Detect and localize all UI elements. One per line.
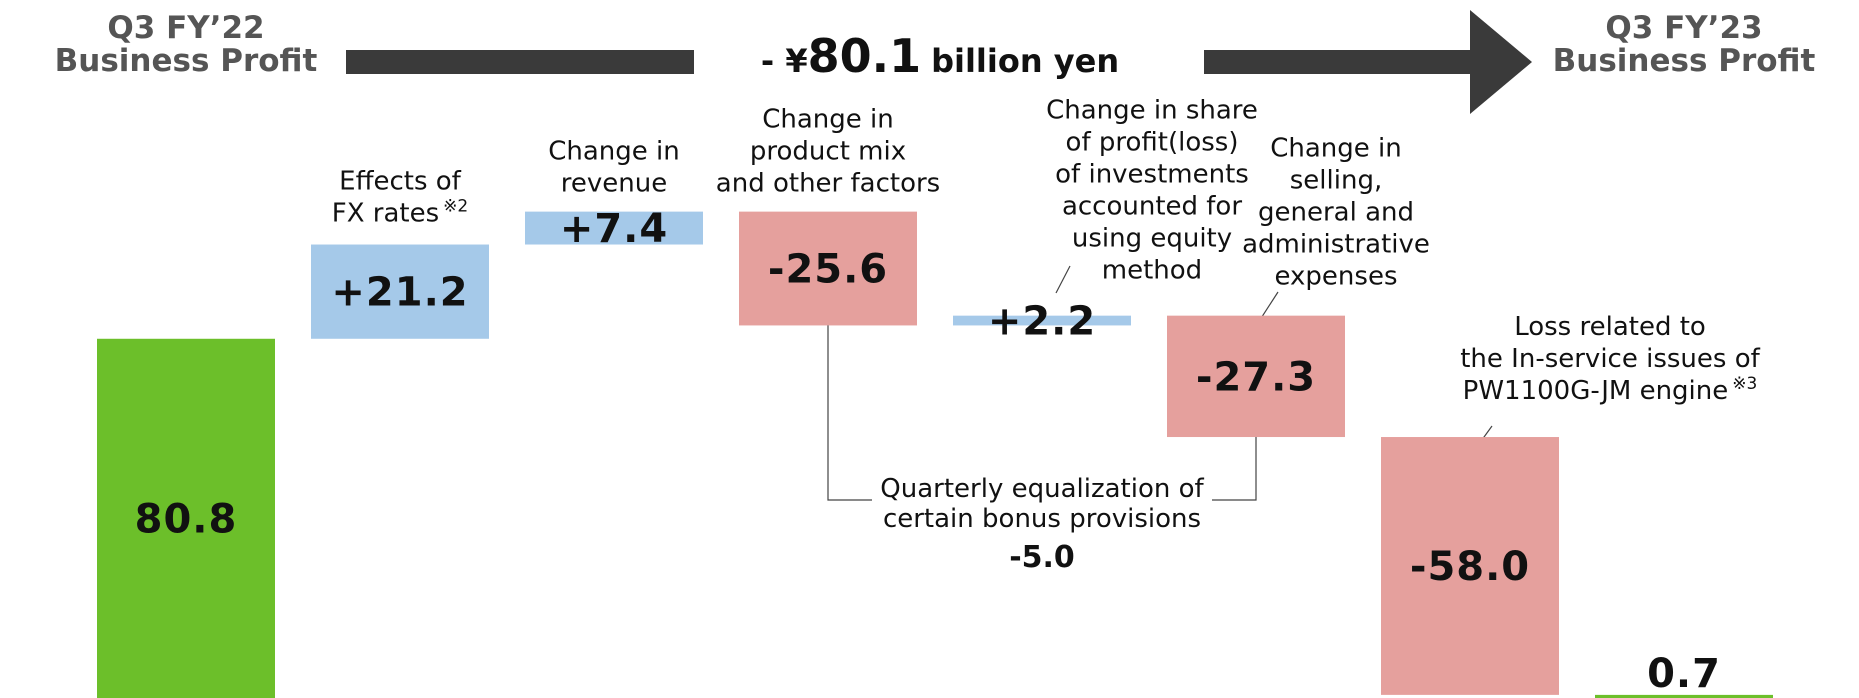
category-line: FX rates bbox=[332, 199, 439, 229]
category-label: method bbox=[1102, 256, 1202, 286]
category-label: accounted for bbox=[1062, 192, 1242, 222]
category-label: of investments bbox=[1055, 160, 1249, 190]
bar bbox=[525, 211, 703, 245]
category-line: Change in share bbox=[1046, 96, 1258, 126]
category-line: product mix bbox=[750, 137, 906, 167]
category-label: revenue bbox=[561, 169, 667, 199]
category-line: method bbox=[1102, 256, 1202, 286]
category-header: Business Profit bbox=[1553, 43, 1816, 79]
category-label: administrative bbox=[1242, 230, 1430, 260]
summary-amount: 80.1 bbox=[808, 29, 922, 83]
category-label: using equity bbox=[1072, 224, 1232, 254]
annotation-bracket bbox=[1212, 437, 1257, 501]
category-line: PW1100G-JM engine bbox=[1463, 376, 1729, 406]
bar bbox=[953, 315, 1131, 326]
value-label: 0.7 bbox=[1647, 651, 1721, 697]
category-label: expenses bbox=[1275, 262, 1398, 292]
category-line: Change in bbox=[548, 137, 680, 167]
footnote-mark: ※2 bbox=[443, 197, 468, 217]
category-header: Q3 FY’23 bbox=[1605, 10, 1762, 46]
category-label: PW1100G-JM engine ※3 bbox=[1463, 374, 1758, 406]
category-label: and other factors bbox=[716, 169, 940, 199]
value-label: +7.4 bbox=[560, 206, 668, 252]
category-label: Change in share bbox=[1046, 96, 1258, 126]
category-label: Effects of bbox=[339, 167, 462, 197]
bar bbox=[739, 211, 917, 326]
category-line: Effects of bbox=[339, 167, 462, 197]
category-line: of investments bbox=[1055, 160, 1249, 190]
bar bbox=[1381, 437, 1559, 695]
category-line: Change in bbox=[1270, 134, 1402, 164]
category-line: selling, bbox=[1290, 166, 1382, 196]
value-label: -58.0 bbox=[1410, 544, 1530, 590]
summary-unit: billion yen bbox=[931, 42, 1119, 80]
category-line: accounted for bbox=[1062, 192, 1242, 222]
category-line: administrative bbox=[1242, 230, 1430, 260]
annotation-bracket bbox=[827, 325, 872, 501]
category-label: general and bbox=[1258, 198, 1414, 228]
category-label: the In-service issues of bbox=[1460, 344, 1760, 374]
category-line: revenue bbox=[561, 169, 667, 199]
category-line: using equity bbox=[1072, 224, 1232, 254]
category-header: Business Profit bbox=[55, 43, 318, 79]
leader-line bbox=[1055, 265, 1071, 294]
annotation-value: -5.0 bbox=[1009, 540, 1075, 575]
bar bbox=[97, 338, 275, 698]
category-label: selling, bbox=[1290, 166, 1382, 196]
annotation-text: Quarterly equalization of bbox=[880, 474, 1204, 504]
annotation-text: certain bonus provisions bbox=[883, 504, 1201, 534]
value-label: +2.2 bbox=[988, 299, 1096, 345]
category-line: of profit(loss) bbox=[1066, 128, 1239, 158]
value-label: +21.2 bbox=[331, 270, 468, 316]
category-label: product mix bbox=[750, 137, 906, 167]
footnote-mark: ※3 bbox=[1732, 374, 1757, 394]
category-line: Loss related to bbox=[1514, 312, 1706, 342]
category-label: Change in bbox=[762, 105, 894, 135]
category-line: the In-service issues of bbox=[1460, 344, 1760, 374]
bar bbox=[311, 244, 489, 339]
bar bbox=[1167, 315, 1345, 438]
category-header: Q3 FY’22 bbox=[107, 10, 264, 46]
category-label: of profit(loss) bbox=[1066, 128, 1239, 158]
arrow-head bbox=[1204, 10, 1532, 114]
category-line: general and bbox=[1258, 198, 1414, 228]
category-label: Change in bbox=[548, 137, 680, 167]
category-label: FX rates ※2 bbox=[332, 197, 468, 229]
category-label: Change in bbox=[1270, 134, 1402, 164]
category-line: expenses bbox=[1275, 262, 1398, 292]
value-label: -25.6 bbox=[768, 247, 888, 293]
category-line: and other factors bbox=[716, 169, 940, 199]
bar bbox=[1595, 694, 1773, 698]
category-label: Loss related to bbox=[1514, 312, 1706, 342]
value-label: 80.8 bbox=[135, 496, 238, 542]
category-line: Change in bbox=[762, 105, 894, 135]
value-label: -27.3 bbox=[1196, 354, 1316, 400]
arrow-shaft-left bbox=[346, 50, 694, 74]
summary-prefix: - ¥ bbox=[761, 42, 808, 80]
summary: - ¥80.1 billion yen bbox=[761, 29, 1119, 83]
